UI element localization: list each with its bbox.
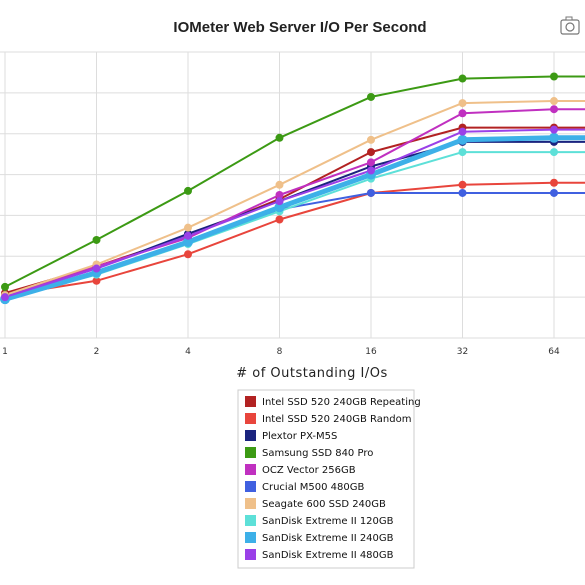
data-point[interactable] — [550, 148, 558, 157]
x-tick-label: 8 — [277, 347, 283, 357]
legend-entry[interactable]: Plextor PX-M5S — [262, 431, 337, 442]
data-point[interactable] — [183, 236, 193, 247]
data-point[interactable] — [367, 135, 375, 144]
data-point[interactable] — [92, 264, 101, 273]
data-point[interactable] — [458, 180, 467, 189]
data-point[interactable] — [275, 197, 284, 206]
x-tick-label: 1 — [2, 347, 8, 357]
series-lines — [2, 75, 585, 302]
data-point[interactable] — [458, 148, 467, 157]
data-point[interactable] — [184, 250, 192, 259]
legend: Intel SSD 520 240GB Repeating Intel SSD 5… — [237, 389, 421, 569]
legend-swatch — [245, 430, 256, 441]
x-tick-label: 64 — [548, 347, 560, 357]
legend-entry[interactable]: SanDisk Extreme II 480GB — [262, 550, 394, 561]
grid — [0, 51, 585, 339]
legend-entry[interactable]: SanDisk Extreme II 240GB — [262, 533, 394, 544]
data-point[interactable] — [458, 127, 467, 136]
legend-swatch — [245, 549, 256, 560]
data-point[interactable] — [550, 188, 558, 197]
data-point[interactable] — [367, 188, 375, 197]
data-point[interactable] — [367, 166, 375, 175]
data-point[interactable] — [275, 191, 284, 199]
data-point[interactable] — [92, 276, 101, 285]
data-point[interactable] — [367, 92, 375, 101]
x-axis-label: # of Outstanding I/Os — [236, 366, 388, 381]
x-tick-label: 2 — [94, 347, 100, 357]
legend-swatch — [245, 532, 256, 543]
data-point[interactable] — [367, 158, 375, 167]
legend-entry[interactable]: Intel SSD 520 240GB Repeating — [262, 397, 421, 408]
series-line[interactable] — [4, 75, 585, 288]
legend-swatch — [245, 413, 256, 424]
data-point[interactable] — [458, 99, 467, 108]
x-tick-label: 32 — [457, 347, 468, 357]
data-point[interactable] — [550, 125, 558, 134]
camera-icon[interactable] — [560, 16, 580, 35]
legend-swatch — [245, 447, 256, 458]
data-point[interactable] — [457, 134, 468, 145]
legend-entry[interactable]: Samsung SSD 840 Pro — [262, 448, 373, 459]
legend-entry[interactable]: Intel SSD 520 240GB Random — [262, 414, 411, 425]
legend-swatch — [245, 498, 256, 509]
data-point[interactable] — [275, 133, 284, 142]
legend-swatch — [245, 481, 256, 492]
data-point[interactable] — [184, 186, 192, 195]
data-point[interactable] — [458, 188, 467, 197]
series-line[interactable] — [4, 181, 585, 297]
legend-entry[interactable]: Crucial M500 480GB — [262, 482, 365, 493]
data-point[interactable] — [550, 178, 558, 187]
legend-swatch — [245, 515, 256, 526]
data-point[interactable] — [275, 215, 284, 224]
data-point[interactable] — [92, 235, 101, 244]
data-point[interactable] — [1, 282, 9, 291]
data-point[interactable] — [1, 293, 9, 302]
data-points — [0, 72, 559, 305]
series-line[interactable] — [2, 135, 585, 302]
data-point[interactable] — [275, 180, 284, 189]
legend-box — [237, 389, 415, 569]
data-point[interactable] — [184, 231, 192, 240]
data-point[interactable] — [458, 109, 467, 118]
x-tick-label: 16 — [365, 347, 377, 357]
data-point[interactable] — [184, 223, 192, 232]
chart-title: IOMeter Web Server I/O Per Second — [173, 19, 426, 36]
legend-entry[interactable]: SanDisk Extreme II 120GB — [262, 516, 394, 527]
x-tick-labels: 1248163264128 — [2, 347, 560, 357]
legend-entry[interactable]: Seagate 600 SSD 240GB — [262, 499, 386, 510]
x-tick-label: 4 — [185, 347, 191, 357]
data-point[interactable] — [550, 105, 558, 114]
series-line[interactable] — [4, 128, 585, 299]
data-point[interactable] — [550, 97, 558, 106]
data-point[interactable] — [367, 148, 375, 157]
series-line[interactable] — [4, 108, 585, 299]
data-point[interactable] — [458, 74, 467, 83]
data-point[interactable] — [549, 132, 559, 143]
data-point[interactable] — [550, 72, 558, 81]
legend-entry[interactable]: OCZ Vector 256GB — [262, 465, 356, 476]
data-point[interactable] — [274, 202, 285, 213]
series-line[interactable] — [4, 100, 585, 297]
legend-swatch — [245, 396, 256, 407]
legend-swatch — [245, 464, 256, 475]
